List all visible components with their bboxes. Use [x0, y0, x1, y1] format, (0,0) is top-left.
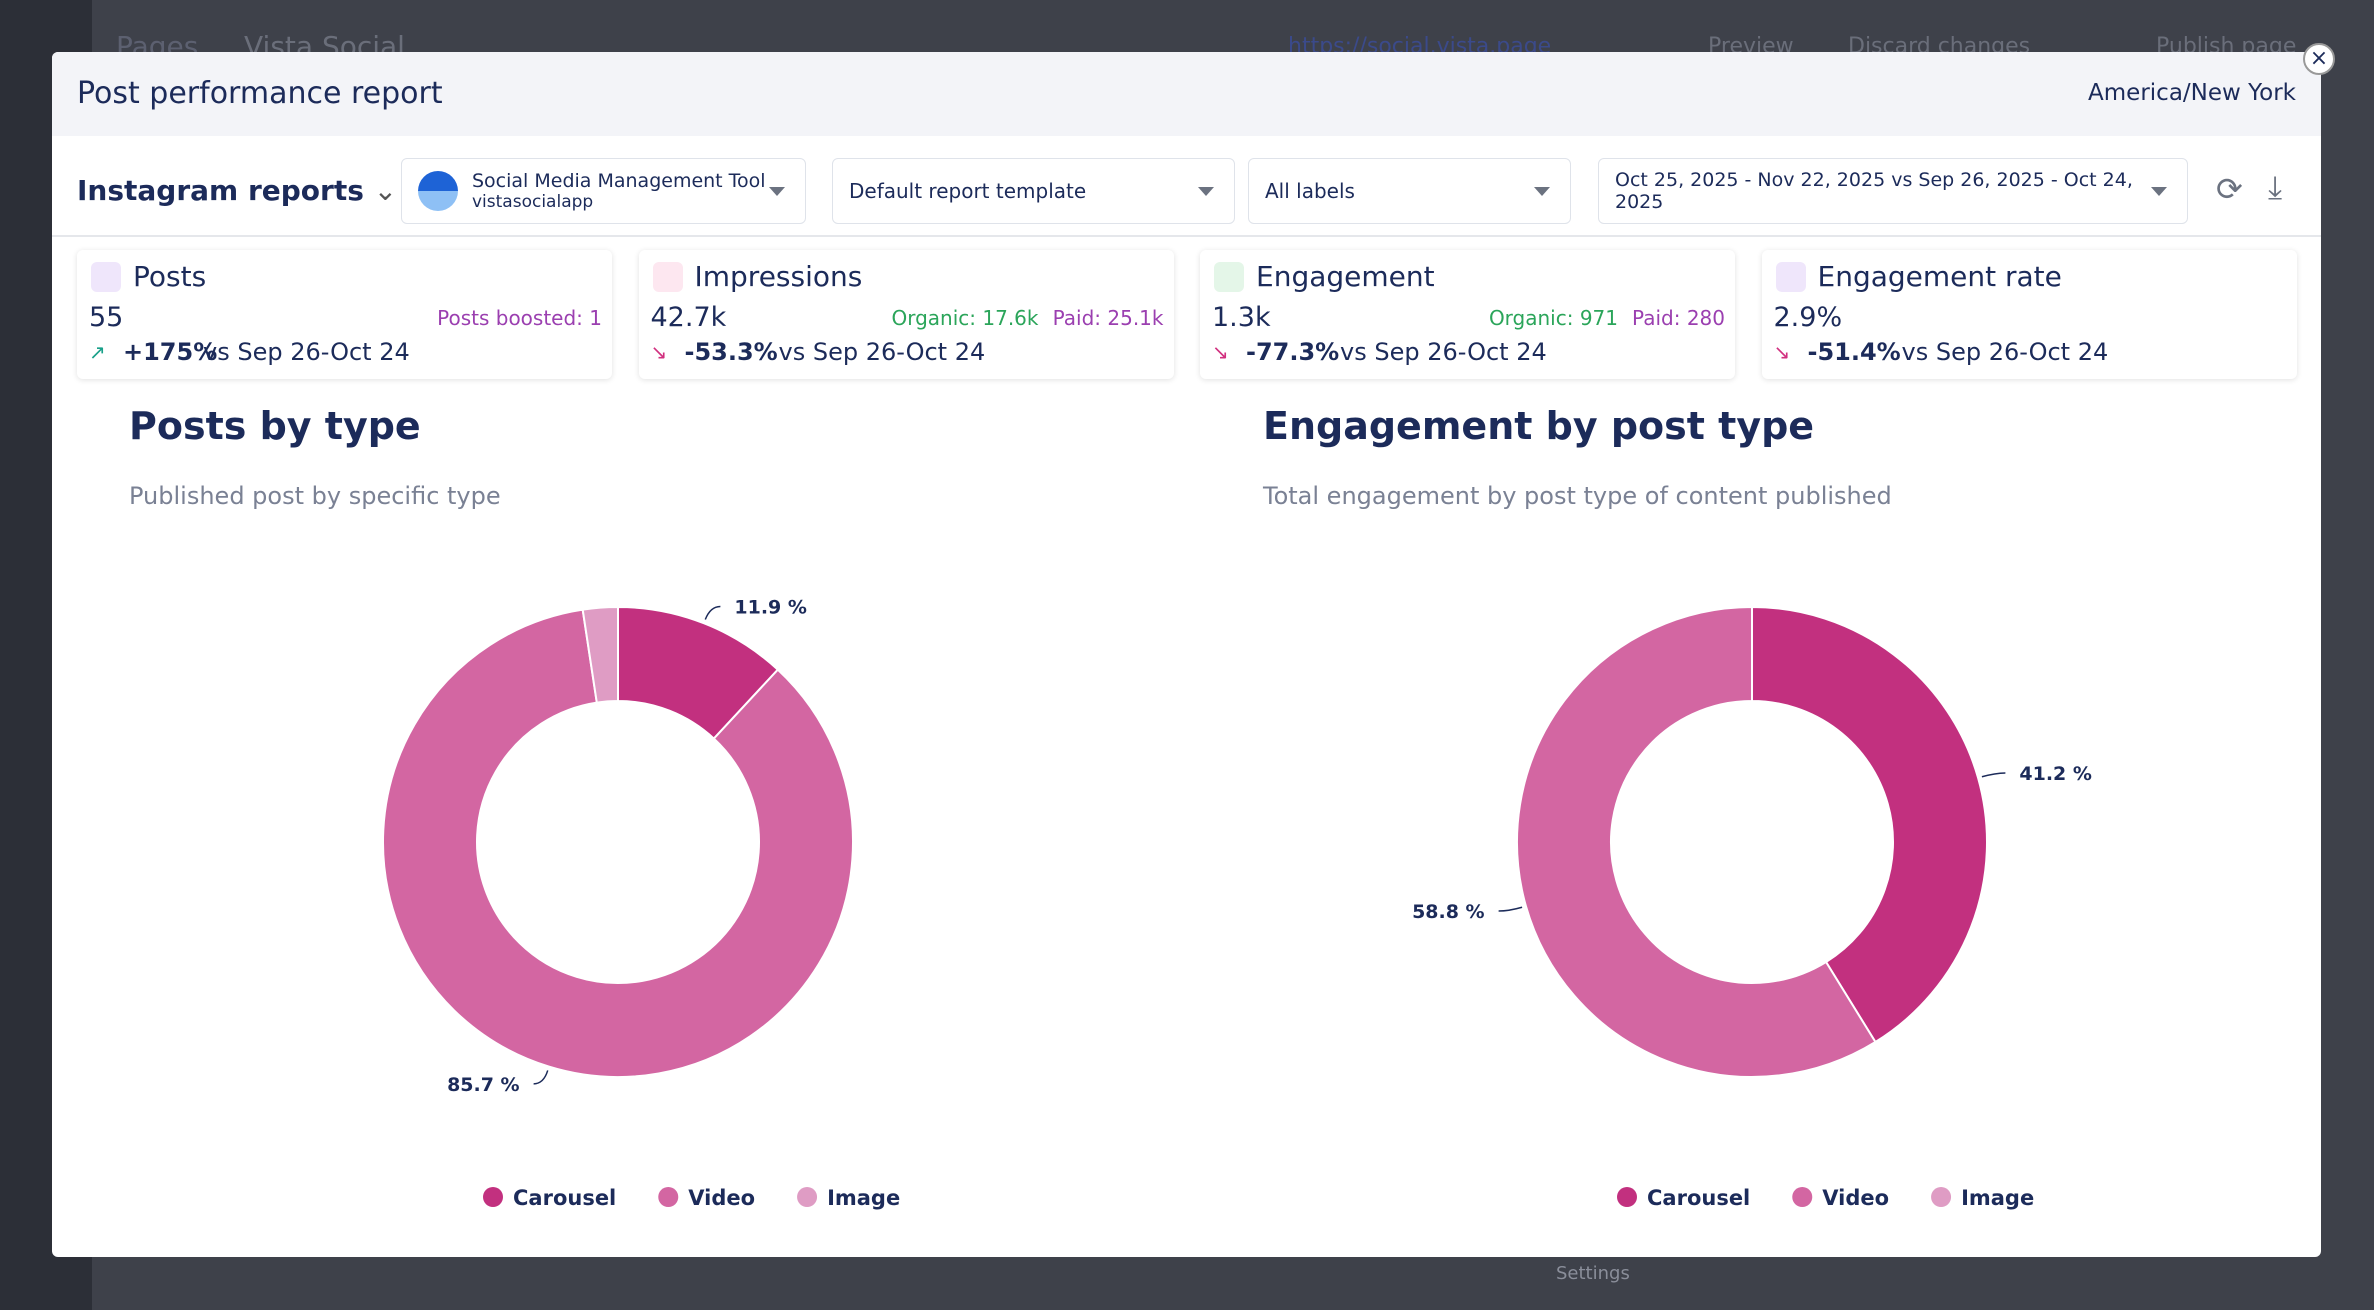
metric-icon: [1214, 262, 1244, 292]
metric-comparison: vs Sep 26-Oct 24: [203, 338, 410, 366]
charts: Posts by type Published post by specific …: [129, 404, 2092, 1210]
metric-icon: [652, 262, 683, 292]
pie-slice: [382, 608, 854, 1078]
pie-slice: [581, 605, 619, 704]
profile-handle: vistasocialapp: [472, 192, 594, 212]
timezone[interactable]: America/New York: [2088, 80, 2296, 106]
trend-arrow: ↗: [89, 340, 106, 364]
avatar: [418, 171, 458, 211]
leader-line: [1498, 906, 1523, 912]
modal-header: [52, 52, 2321, 136]
trend-arrow: ↘: [1212, 340, 1229, 364]
modal-title: Post performance report: [77, 76, 443, 111]
metric-card: Engagement rate 2.9% ↘ -51.4% vs Sep 26-Oct …: [1761, 250, 2297, 379]
metric-title: Impressions: [694, 260, 863, 293]
metric-breakdown: Paid: 280: [1632, 306, 1725, 330]
chart-title: Posts by type: [129, 404, 421, 448]
legend-label: Video: [688, 1186, 755, 1210]
metric-value: 55: [89, 302, 124, 333]
metric-icon: [91, 262, 121, 292]
metric-breakdown: Organic: 971: [1488, 306, 1618, 330]
slice-label: 85.7 %: [447, 1074, 520, 1096]
metric-card: Impressions 42.7k ↘ -53.3% vs Sep 26-Oct 24 P…: [638, 250, 1174, 379]
report-name: Instagram reports: [77, 174, 364, 207]
metric-change: -51.4%: [1807, 338, 1901, 366]
slice-label: 41.2 %: [2019, 763, 2092, 785]
pie-slice: [1751, 605, 1988, 1044]
metric-icon: [1775, 262, 1806, 292]
chart-title: Engagement by post type: [1263, 404, 1814, 448]
metric-title: Engagement rate: [1817, 260, 2062, 293]
metric-value: 42.7k: [650, 302, 727, 333]
legend-marker: [1931, 1187, 1952, 1207]
trend-arrow: ↘: [1773, 340, 1791, 364]
chart-subtitle: Published post by specific type: [129, 482, 501, 510]
labels-select[interactable]: All labels: [1248, 158, 1571, 224]
download[interactable]: ⤓: [2268, 168, 2283, 206]
metric-title: Posts: [133, 260, 207, 293]
legend-marker: [483, 1187, 503, 1207]
legend-marker: [1792, 1187, 1813, 1207]
legend-label: Image: [1961, 1186, 2034, 1210]
metric-change: +175%: [123, 338, 218, 366]
close[interactable]: ×: [2303, 43, 2335, 75]
leader-line: [1981, 772, 2006, 778]
settings[interactable]: Settings: [1556, 1263, 1630, 1284]
metric-comparison: vs Sep 26-Oct 24: [778, 338, 986, 366]
divider: [52, 235, 2321, 237]
chart-subtitle: Total engagement by post type of content…: [1262, 482, 1892, 510]
profile-select[interactable]: Social Media Management Tool vistasociala…: [401, 158, 806, 224]
metric-value: 1.3k: [1212, 302, 1271, 333]
profile-name: Social Media Management Tool: [472, 170, 766, 192]
legend-marker: [658, 1187, 679, 1207]
legend-label: Video: [1822, 1186, 1889, 1210]
metric-breakdown: Paid: 25.1k: [1052, 306, 1164, 330]
metric-comparison: vs Sep 26-Oct 24: [1340, 338, 1547, 366]
trend-arrow: ↘: [650, 340, 668, 364]
legend-label: Carousel: [513, 1186, 616, 1210]
legend-label: Image: [827, 1186, 900, 1210]
leader-line: [704, 605, 721, 620]
report-selector[interactable]: Instagram reports ⌄: [77, 174, 398, 207]
slice-label: 11.9 %: [734, 596, 807, 618]
slice-label: 58.8 %: [1412, 901, 1485, 923]
refresh[interactable]: ⟳: [2216, 170, 2243, 208]
modal: Post performance report America/New York…: [52, 52, 2321, 1257]
legend-marker: [797, 1187, 818, 1207]
legend-label: Carousel: [1647, 1186, 1750, 1210]
metric-card: Engagement 1.3k ↘ -77.3% vs Sep 26-Oct 24 Pai…: [1200, 250, 1735, 379]
pie-slice: [1516, 605, 1877, 1078]
metric-comparison: vs Sep 26-Oct 24: [1901, 338, 2109, 366]
metric-breakdown: Posts boosted: 1: [437, 306, 602, 330]
metric-change: -77.3%: [1246, 338, 1340, 366]
metric-change: -53.3%: [684, 338, 778, 366]
leader-line: [533, 1070, 549, 1085]
metric-title: Engagement: [1256, 260, 1435, 293]
template-select[interactable]: Default report template: [832, 158, 1235, 224]
legend-marker: [1617, 1187, 1637, 1207]
metric-card: Posts 55 ↗ +175% vs Sep 26-Oct 24 Posts boost…: [77, 250, 612, 379]
date-range[interactable]: Oct 25, 2025 - Nov 22, 2025 vs Sep 26, 2…: [1598, 158, 2188, 224]
metric-breakdown: Organic: 17.6k: [891, 306, 1039, 330]
metric-value: 2.9%: [1773, 302, 1843, 333]
